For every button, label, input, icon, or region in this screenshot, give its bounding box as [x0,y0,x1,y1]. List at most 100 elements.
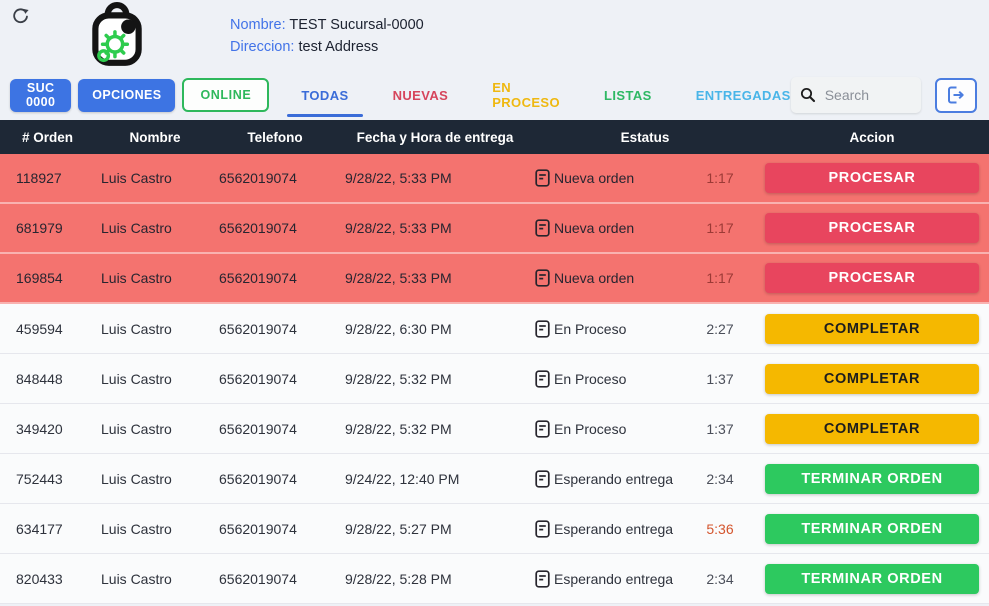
refresh-icon[interactable] [10,6,32,28]
tab-todas[interactable]: TODAS [287,70,363,120]
order-note-icon [535,469,550,488]
cell-accion: TERMINAR ORDEN [755,513,989,544]
estatus-label: En Proceso [554,370,627,387]
cell-orden: 820433 [16,570,63,587]
online-status-button[interactable]: ONLINE [182,78,270,112]
estatus-label: Esperando entrega [554,470,674,487]
action-button[interactable]: TERMINAR ORDEN [765,513,979,544]
cell-orden: 118927 [16,170,62,186]
branch-address-line: Direccion: test Address [230,36,424,58]
cell-orden: 634177 [16,520,63,537]
branch-address-value: test Address [298,39,379,55]
table-row: 459594 Luis Castro 6562019074 9/28/22, 6… [0,304,989,354]
cell-orden: 848448 [16,370,63,387]
tab-entregadas[interactable]: ENTREGADAS [695,87,791,103]
order-note-icon [535,219,550,237]
cell-tiempo: 1:17 [706,170,734,186]
cell-telefono: 6562019074 [219,470,297,487]
cell-tiempo: 2:34 [706,570,734,587]
cell-fecha: 9/28/22, 5:27 PM [345,520,452,537]
cell-nombre: Luis Castro [101,320,172,337]
cell-telefono: 6562019074 [219,570,297,587]
action-button[interactable]: PROCESAR [765,263,979,293]
order-note-icon [535,369,550,388]
tab-nuevas[interactable]: NUEVAS [392,87,449,103]
action-button[interactable]: PROCESAR [765,163,979,193]
cell-telefono: 6562019074 [219,220,297,236]
table-row: 820433 Luis Castro 6562019074 9/28/22, 5… [0,554,989,604]
estatus-label: Nueva orden [554,220,635,236]
estatus-label: Esperando entrega [554,520,674,537]
branch-button[interactable]: SUC 0000 [10,78,72,112]
order-note-icon [535,169,550,187]
cell-tiempo: 2:34 [706,470,734,487]
cell-tiempo: 5:36 [706,520,734,537]
estatus-label: En Proceso [554,420,627,437]
tab-en-proceso[interactable]: EN PROCESO [492,80,561,110]
options-button[interactable]: OPCIONES [78,78,176,112]
cell-nombre: Luis Castro [101,520,172,537]
cell-tiempo: 1:37 [706,370,734,387]
cell-orden: 752443 [16,470,63,487]
cell-nombre: Luis Castro [101,370,172,387]
action-button[interactable]: TERMINAR ORDEN [765,463,979,494]
cell-nombre: Luis Castro [101,470,172,487]
cell-orden: 459594 [16,320,63,337]
tab-bar: TODAS NUEVAS EN PROCESO LISTAS ENTREGADAS [287,70,791,120]
action-button[interactable]: TERMINAR ORDEN [765,563,979,594]
cell-telefono: 6562019074 [219,520,297,537]
cell-tiempo: 2:27 [706,320,734,337]
table-row: 634177 Luis Castro 6562019074 9/28/22, 5… [0,504,989,554]
action-button[interactable]: COMPLETAR [765,413,979,444]
cell-nombre: Luis Castro [101,270,172,286]
cell-estatus: Nueva orden [535,219,685,237]
cell-fecha: 9/24/22, 12:40 PM [345,470,460,487]
logout-button[interactable] [934,77,977,113]
table-header-row: # Orden Nombre Telefono Fecha y Hora de … [0,120,989,154]
action-button[interactable]: PROCESAR [765,213,979,243]
order-note-icon [535,569,550,588]
cell-accion: PROCESAR [755,213,989,243]
search-box[interactable] [790,77,921,113]
cell-telefono: 6562019074 [219,270,297,286]
cell-nombre: Luis Castro [101,570,172,587]
cell-orden: 681979 [16,220,63,236]
branch-name-line: Nombre: TEST Sucursal-0000 [230,14,424,36]
cell-fecha: 9/28/22, 5:33 PM [345,220,452,236]
cell-fecha: 9/28/22, 5:28 PM [345,570,452,587]
action-button[interactable]: COMPLETAR [765,313,979,344]
search-input[interactable] [822,86,913,104]
table-row: 169854 Luis Castro 6562019074 9/28/22, 5… [0,254,989,304]
action-button[interactable]: COMPLETAR [765,363,979,394]
cell-accion: COMPLETAR [755,413,989,444]
column-header-orden: # Orden [21,129,73,145]
column-header-fecha: Fecha y Hora de entrega [356,129,514,145]
branch-info: Nombre: TEST Sucursal-0000 Direccion: te… [230,14,424,58]
app-logo-bag-gear-icon [92,2,142,66]
estatus-label: En Proceso [554,320,627,337]
table-body: 118927 Luis Castro 6562019074 9/28/22, 5… [0,154,989,604]
cell-estatus: En Proceso [535,319,685,338]
cell-fecha: 9/28/22, 5:33 PM [345,270,452,286]
cell-nombre: Luis Castro [101,220,172,236]
order-note-icon [535,319,550,338]
cell-estatus: Esperando entrega [535,519,685,538]
estatus-label: Esperando entrega [554,570,674,587]
cell-estatus: Esperando entrega [535,469,685,488]
estatus-label: Nueva orden [554,170,635,186]
cell-fecha: 9/28/22, 5:32 PM [345,420,452,437]
cell-accion: COMPLETAR [755,363,989,394]
cell-orden: 169854 [16,270,63,286]
tab-listas[interactable]: LISTAS [604,87,652,103]
cell-tiempo: 1:37 [706,420,734,437]
logout-icon [947,86,964,104]
cell-estatus: Esperando entrega [535,569,685,588]
orders-table: # Orden Nombre Telefono Fecha y Hora de … [0,120,989,604]
cell-fecha: 9/28/22, 5:33 PM [345,170,452,186]
cell-telefono: 6562019074 [219,170,297,186]
cell-tiempo: 1:17 [706,270,734,286]
branch-name-value: TEST Sucursal-0000 [289,17,424,33]
cell-telefono: 6562019074 [219,420,297,437]
cell-accion: COMPLETAR [755,313,989,344]
